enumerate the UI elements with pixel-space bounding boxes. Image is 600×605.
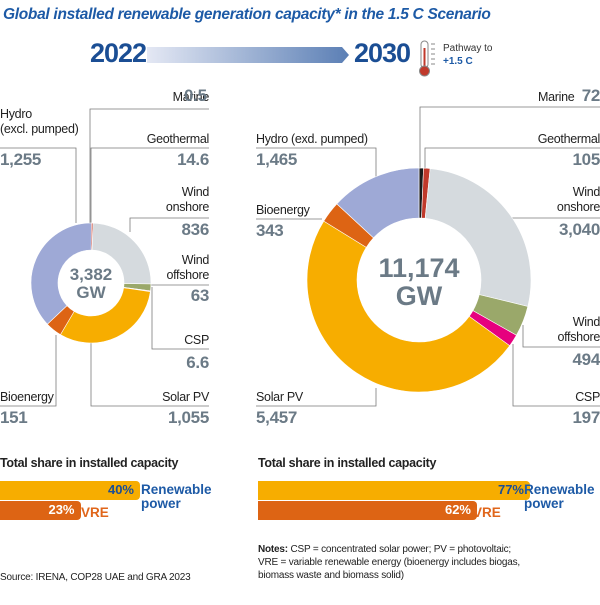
legend-renewable-2022-line1: Renewable <box>141 482 212 497</box>
source: Source: IRENA, COP28 UAE and GRA 2023 <box>0 572 191 583</box>
label-hydro-2022-line2: (excl. pumped) <box>0 122 79 136</box>
leader-hydro-2030 <box>256 147 377 177</box>
value-wind-offshore-2022: 63 <box>190 286 210 305</box>
label-solar-2030: Solar PV <box>256 390 303 404</box>
label-hydro-2030: Hydro (exd. pumped) <box>256 132 368 146</box>
leader-lines-2022 <box>0 108 209 407</box>
value-csp-2030: 197 <box>572 408 600 427</box>
value-geothermal-2022: 14.6 <box>177 150 209 169</box>
label-geothermal-2030: Geothermal <box>537 132 600 146</box>
donut-chart-2030 <box>306 167 532 393</box>
leader-marine-2030 <box>419 106 600 168</box>
leader-wind-offshore-2030 <box>522 325 600 348</box>
label-wind-onshore-2030-line2: onshore <box>556 200 600 214</box>
total-2030-unit: GW <box>395 281 443 311</box>
bar-renewable-2022: 40% <box>0 481 140 500</box>
label-csp-2022: CSP <box>184 333 209 347</box>
total-2022-unit: GW <box>76 283 106 302</box>
value-wind-onshore-2030: 3,040 <box>558 220 600 239</box>
start-year: 2022 <box>90 38 147 68</box>
timeline-arrow <box>147 47 349 63</box>
leader-lines-2030 <box>256 106 600 407</box>
label-wind-offshore-2022-line1: Wind <box>181 253 210 267</box>
value-csp-2022: 6.6 <box>186 353 209 372</box>
legend-vre-2030: VRE <box>473 505 501 520</box>
leader-solar-2022 <box>90 343 209 407</box>
value-geothermal-2030: 105 <box>572 150 600 169</box>
label-solar-2022: Solar PV <box>162 390 209 404</box>
value-bioenergy-2022: 151 <box>0 408 28 427</box>
leader-csp-2022 <box>151 287 209 350</box>
donut-slice-hydro-2030 <box>336 167 420 239</box>
label-wind-offshore-2030-line2: offshore <box>557 330 600 344</box>
bar-vre-2030: 62% <box>258 501 477 520</box>
label-bioenergy-2022: Bioenergy <box>0 390 54 404</box>
leader-solar-2030 <box>256 388 377 407</box>
bar-renewable-2022-label: 40% <box>107 482 134 497</box>
donut-slice-solar-pv-2030 <box>306 220 511 393</box>
value-marine-2030: 72 <box>581 86 600 105</box>
share-title-2022: Total share in installed capacity <box>0 456 179 470</box>
value-bioenergy-2030: 343 <box>256 221 284 240</box>
label-geothermal-2022: Geothermal <box>146 132 210 146</box>
leader-csp-2030 <box>512 344 600 407</box>
pathway-value: +1.5 C <box>443 56 473 67</box>
bar-renewable-2030: 77% <box>258 481 530 500</box>
value-marine-2022: 0.5 <box>184 86 207 105</box>
bar-vre-2022-label: 23% <box>48 502 75 517</box>
notes-label: Notes: <box>258 544 288 555</box>
value-wind-offshore-2030: 494 <box>572 350 600 369</box>
bar-vre-2022: 23% <box>0 501 81 520</box>
value-solar-2022: 1,055 <box>167 408 209 427</box>
bar-renewable-2030-label: 77% <box>497 482 524 497</box>
leader-geothermal-2030 <box>424 147 600 168</box>
value-hydro-2030: 1,465 <box>256 150 298 169</box>
label-bioenergy-2030: Bioenergy <box>256 203 310 217</box>
notes: Notes: CSP = concentrated solar power; P… <box>258 543 520 582</box>
legend-renewable-2022-line2: power <box>141 496 181 511</box>
label-wind-onshore-2030-line1: Wind <box>572 185 600 199</box>
donut-slice-wind-onshore-2030 <box>424 168 532 307</box>
share-title-2030: Total share in installed capacity <box>258 456 437 470</box>
donut-slice-solar-pv-2022 <box>60 287 151 344</box>
leader-hydro-2022 <box>0 147 77 223</box>
total-2022-value: 3,382 <box>69 265 113 284</box>
notes-line2: VRE = variable renewable energy (bioener… <box>258 557 520 568</box>
value-hydro-2022: 1,255 <box>0 150 42 169</box>
legend-vre-2022: VRE <box>81 505 109 520</box>
legend-renewable-2030-line2: power <box>524 496 564 511</box>
chart-title: Global installed renewable generation ca… <box>3 6 491 23</box>
bar-vre-2030-label: 62% <box>444 502 471 517</box>
label-marine-2030: Marine <box>538 90 575 104</box>
donut-chart-2022 <box>30 222 152 344</box>
pathway-label: Pathway to <box>443 43 493 54</box>
label-marine-2022: Marine <box>172 90 210 104</box>
end-year: 2030 <box>354 38 411 68</box>
total-2030-value: 11,174 <box>378 253 460 283</box>
leader-geothermal-2022 <box>90 147 209 223</box>
label-wind-onshore-2022-line1: Wind <box>181 185 210 199</box>
leader-wind-onshore-2022 <box>129 217 209 232</box>
thermometer-icon <box>419 40 435 77</box>
leader-marine-2022 <box>89 108 209 223</box>
label-wind-offshore-2030-line1: Wind <box>572 315 600 329</box>
label-csp-2030: CSP <box>575 390 600 404</box>
label-hydro-2022-line1: Hydro <box>0 107 32 121</box>
label-wind-onshore-2022-line2: onshore <box>165 200 209 214</box>
leader-bioenergy-2022 <box>0 335 57 407</box>
value-wind-onshore-2022: 836 <box>181 220 210 239</box>
label-wind-offshore-2022-line2: offshore <box>166 268 209 282</box>
value-solar-2030: 5,457 <box>256 408 298 427</box>
notes-line1: CSP = concentrated solar power; PV = pho… <box>287 544 512 555</box>
notes-line3: biomass waste and biomass solid) <box>258 570 404 581</box>
legend-renewable-2030-line1: Renewable <box>524 482 595 497</box>
donut-slice-hydro-2022 <box>30 222 92 325</box>
